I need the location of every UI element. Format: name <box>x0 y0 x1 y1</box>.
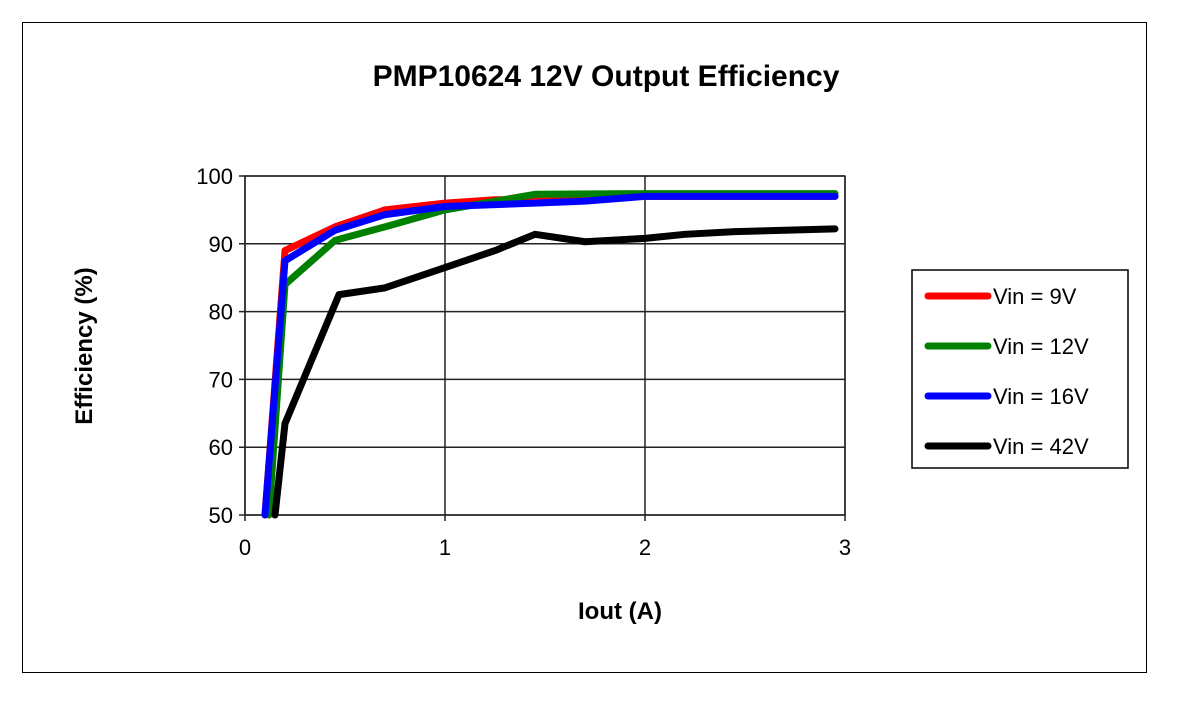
x-tick-label: 3 <box>839 535 851 560</box>
y-tick-label: 70 <box>209 367 233 392</box>
legend-label: Vin = 12V <box>993 334 1089 359</box>
y-tick-label: 90 <box>209 232 233 257</box>
chart-frame <box>22 22 1147 673</box>
x-tick-label: 1 <box>439 535 451 560</box>
y-axis-label: Efficiency (%) <box>71 267 98 424</box>
legend-label: Vin = 42V <box>993 434 1089 459</box>
legend <box>911 269 1129 469</box>
series-line-1 <box>265 190 839 519</box>
series-line-3 <box>271 225 839 519</box>
x-tick-label: 0 <box>239 535 251 560</box>
y-tick-label: 80 <box>209 300 233 325</box>
x-tick-label: 2 <box>639 535 651 560</box>
series-line-2 <box>261 192 839 519</box>
y-tick-label: 60 <box>209 435 233 460</box>
x-axis-label: Iout (A) <box>578 598 662 625</box>
y-tick-label: 50 <box>209 503 233 528</box>
chart-title: PMP10624 12V Output Efficiency <box>373 60 840 93</box>
y-tick-label: 100 <box>196 164 233 189</box>
legend-label: Vin = 9V <box>993 284 1077 309</box>
legend-label: Vin = 16V <box>993 384 1089 409</box>
